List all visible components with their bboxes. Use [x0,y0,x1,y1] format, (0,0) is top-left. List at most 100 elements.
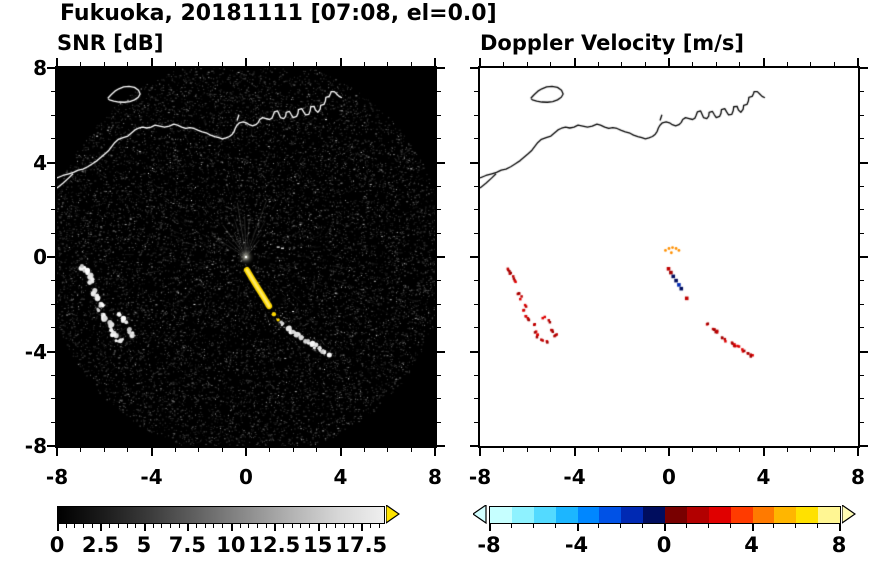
axis-tick [715,62,717,66]
doppler-colorbar-under-arrow [471,503,487,528]
axis-tick [470,256,478,258]
axis-tick [437,445,445,447]
axis-tick [51,114,55,116]
colorbar-tick [83,524,85,528]
axis-tick [474,398,478,400]
axis-tick [550,448,552,452]
doppler-colorbar-segment [533,507,556,523]
doppler-colorbar-segment [708,507,731,523]
colorbar-tick [65,524,67,528]
y-axis-label: 4 [33,150,47,175]
colorbar-tick [707,524,709,528]
axis-tick [644,62,646,66]
snr-colorbar-label: 7.5 [168,533,206,557]
snr-colorbar-label: 15 [303,533,333,557]
doppler-colorbar-segment [643,507,665,523]
axis-tick [56,448,58,456]
colorbar-tick [817,524,819,528]
axis-tick [786,62,788,66]
axis-tick [198,62,200,66]
x-axis-label: 4 [333,465,348,489]
colorbar-tick [196,524,198,528]
axis-tick [479,448,481,456]
axis-tick [47,161,55,164]
colorbar-tick [664,524,666,531]
axis-tick [474,138,478,140]
axis-tick [833,448,835,452]
colorbar-tick [204,524,206,528]
axis-tick [857,58,859,66]
axis-tick [470,161,478,164]
axis-tick [762,58,765,66]
axis-tick [437,114,441,116]
colorbar-tick [256,524,258,528]
colorbar-tick [309,524,311,528]
axis-tick [51,398,55,400]
axis-tick [860,91,864,93]
doppler-colorbar-segment [774,507,797,523]
axis-tick [503,62,505,66]
colorbar-tick [317,524,320,531]
colorbar-tick [222,524,224,528]
axis-tick [860,114,864,116]
axis-tick [51,209,55,211]
axis-tick [474,303,478,305]
axis-tick [860,445,868,447]
axis-tick [174,62,176,66]
colorbar-over-arrow-icon [385,503,401,525]
axis-tick [437,256,445,258]
colorbar-tick [91,524,93,528]
axis-tick [150,58,153,66]
axis-tick [479,58,481,66]
doppler-colorbar-segment [511,507,534,523]
snr-colorbar-label: 17.5 [335,533,388,557]
axis-tick [470,67,478,69]
snr-colorbar-label: 12.5 [248,533,301,557]
axis-tick [470,350,478,353]
axis-tick [644,448,646,452]
colorbar-tick [265,524,267,528]
x-axis-label: 4 [756,465,771,489]
axis-tick [437,350,445,353]
colorbar-tick [170,524,171,528]
x-axis-label: -8 [45,465,69,489]
axis-tick [437,161,445,164]
axis-tick [51,138,55,140]
axis-tick [692,448,694,452]
axis-tick [474,185,478,187]
colorbar-tick [642,524,644,528]
colorbar-tick [109,524,111,528]
doppler-colorbar-label: -4 [564,533,589,557]
doppler-colorbar-segment [599,507,622,523]
colorbar-tick [532,524,534,528]
colorbar-tick [598,524,600,528]
doppler-colorbar-segment [665,507,687,523]
axis-tick [692,62,694,66]
axis-tick [597,448,599,452]
snr-colorbar-label: 10 [216,533,246,557]
axis-tick [437,303,441,305]
axis-tick [269,62,271,66]
doppler-colorbar-segment [555,507,578,523]
axis-tick [56,58,58,66]
axis-tick [437,421,441,423]
axis-tick [474,327,478,329]
colorbar-tick [300,524,302,528]
axis-tick [762,448,765,456]
axis-tick [810,448,812,452]
colorbar-tick [795,524,797,528]
axis-tick [550,62,552,66]
colorbar-tick [230,524,233,531]
axis-tick [470,445,478,447]
colorbar-tick [117,524,119,528]
axis-tick [127,448,129,452]
x-axis-label: 8 [851,465,865,489]
axis-tick [860,350,868,353]
axis-tick [474,421,478,423]
axis-tick [51,232,55,234]
colorbar-tick [620,524,622,528]
axis-tick [339,58,342,66]
colorbar-tick [100,524,103,531]
axis-tick [198,448,200,452]
colorbar-tick [335,524,337,528]
